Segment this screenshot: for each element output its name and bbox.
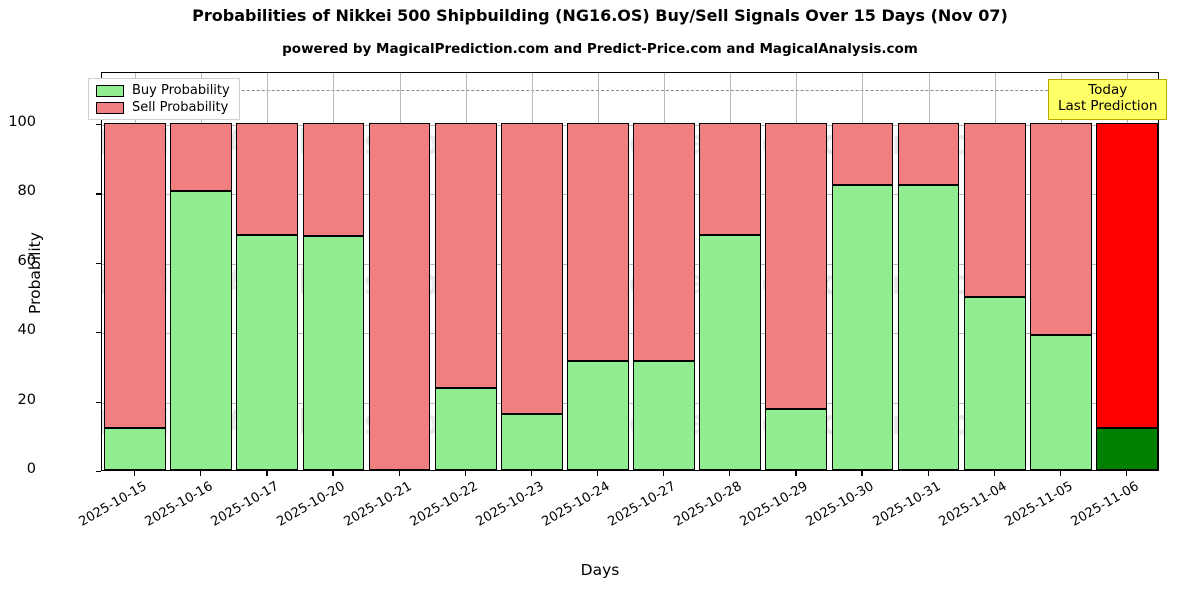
bar-stacked xyxy=(831,73,894,470)
bar-segment-sell xyxy=(1096,123,1158,429)
bar-stacked xyxy=(236,73,299,470)
plot-area: MagicalAnalysis.comMagicalPrediction.com… xyxy=(101,72,1159,471)
chart-legend: Buy Probability Sell Probability xyxy=(88,78,240,120)
x-axis-tick-mark xyxy=(134,471,136,476)
bar-segment-buy xyxy=(567,360,629,470)
bar-stacked xyxy=(1029,73,1092,470)
x-axis-tick-mark xyxy=(464,471,466,476)
gridline-horizontal xyxy=(102,194,1158,196)
bar-stacked xyxy=(633,73,695,470)
bar-segment-buy xyxy=(633,360,695,470)
x-axis-tick-mark xyxy=(1125,471,1128,476)
chart-title: Probabilities of Nikkei 500 Shipbuilding… xyxy=(192,6,1008,25)
legend-item-sell: Sell Probability xyxy=(96,101,230,114)
legend-item-buy: Buy Probability xyxy=(96,84,230,97)
bar-segment-buy xyxy=(500,414,563,470)
bar-segment-sell xyxy=(963,123,1026,297)
bar-segment-sell xyxy=(765,123,828,409)
bar-segment-sell xyxy=(302,123,365,237)
bar-stacked xyxy=(302,73,365,470)
y-axis-tick-mark xyxy=(96,193,101,195)
bar-segment-sell xyxy=(434,123,497,388)
bar-today xyxy=(1096,73,1158,470)
x-axis-tick-mark xyxy=(266,471,268,476)
x-axis-tick-mark xyxy=(927,471,929,476)
bar-segment-sell xyxy=(104,123,166,429)
legend-swatch-sell-icon xyxy=(96,101,124,114)
gridline-horizontal xyxy=(102,263,1158,265)
x-axis-tick-mark xyxy=(861,471,863,476)
bar-segment-buy xyxy=(302,236,365,470)
y-axis-tick-label: 80 xyxy=(17,183,36,200)
bar-stacked xyxy=(368,73,431,470)
bar-segment-sell xyxy=(633,123,695,361)
bar-stacked xyxy=(434,73,497,470)
x-axis-tick-mark xyxy=(200,471,202,476)
today-annotation-line1: Today xyxy=(1088,82,1128,98)
bar-segment-buy xyxy=(170,190,233,470)
bar-segment-buy xyxy=(434,387,497,470)
x-axis-tick-mark xyxy=(663,471,665,476)
gridline-horizontal xyxy=(102,333,1158,335)
bar-segment-sell xyxy=(1029,123,1092,335)
bar-segment-buy xyxy=(963,296,1026,470)
x-axis-tick-mark xyxy=(332,471,334,476)
bar-segment-buy xyxy=(104,428,166,470)
reference-dashed-line xyxy=(102,90,1158,92)
bar-stacked xyxy=(963,73,1026,470)
bar-stacked xyxy=(104,73,166,470)
legend-swatch-buy-icon xyxy=(96,84,124,97)
bar-segment-buy xyxy=(236,234,299,470)
x-axis-tick-mark xyxy=(729,471,731,476)
bar-segment-sell xyxy=(831,123,894,185)
x-axis-tick-mark xyxy=(398,471,400,476)
bar-segment-sell xyxy=(368,123,431,470)
bar-segment-buy xyxy=(765,408,828,470)
bar-segment-buy xyxy=(699,234,762,470)
x-axis-tick-mark xyxy=(795,471,797,476)
bar-segment-sell xyxy=(170,123,233,191)
bar-stacked xyxy=(765,73,828,470)
y-axis-label: Probability xyxy=(26,231,44,314)
x-axis-label: Days xyxy=(580,561,620,579)
bar-stacked xyxy=(699,73,762,470)
x-axis-tick-mark xyxy=(530,471,532,476)
bar-stacked xyxy=(170,73,233,470)
bar-stacked xyxy=(500,73,563,470)
chart-subtitle: powered by MagicalPrediction.com and Pre… xyxy=(282,41,918,57)
bar-segment-buy xyxy=(1096,428,1158,470)
today-annotation: Today Last Prediction xyxy=(1048,79,1168,120)
bar-segment-sell xyxy=(236,123,299,235)
y-axis-tick-mark xyxy=(96,401,101,403)
y-axis-tick-label: 0 xyxy=(26,461,36,477)
bar-stacked xyxy=(897,73,960,470)
gridline-horizontal xyxy=(102,125,1158,126)
y-axis-tick-label: 100 xyxy=(8,114,36,130)
y-axis-tick-label: 40 xyxy=(17,322,36,339)
y-axis-tick-mark xyxy=(96,332,101,334)
gridline-horizontal xyxy=(102,402,1158,404)
legend-label-sell: Sell Probability xyxy=(132,100,229,115)
bar-segment-sell xyxy=(699,123,762,235)
y-axis-tick-label: 20 xyxy=(17,391,36,408)
bar-stacked xyxy=(567,73,629,470)
bar-segment-sell xyxy=(567,123,629,361)
today-annotation-line2: Last Prediction xyxy=(1058,97,1158,114)
x-axis-tick-mark xyxy=(596,471,599,476)
y-axis-tick-mark xyxy=(96,262,101,264)
y-axis-tick-mark xyxy=(96,124,101,126)
bar-segment-sell xyxy=(897,123,960,185)
bar-segment-sell xyxy=(500,123,563,415)
legend-label-buy: Buy Probability xyxy=(132,83,230,98)
x-axis-tick-mark xyxy=(1059,471,1061,476)
y-axis-tick-label: 60 xyxy=(17,252,36,269)
y-axis-tick-mark xyxy=(96,471,101,473)
bar-segment-buy xyxy=(831,184,894,470)
bar-segment-buy xyxy=(897,184,960,470)
bar-segment-buy xyxy=(1029,334,1092,470)
x-axis-tick-mark xyxy=(993,471,995,476)
